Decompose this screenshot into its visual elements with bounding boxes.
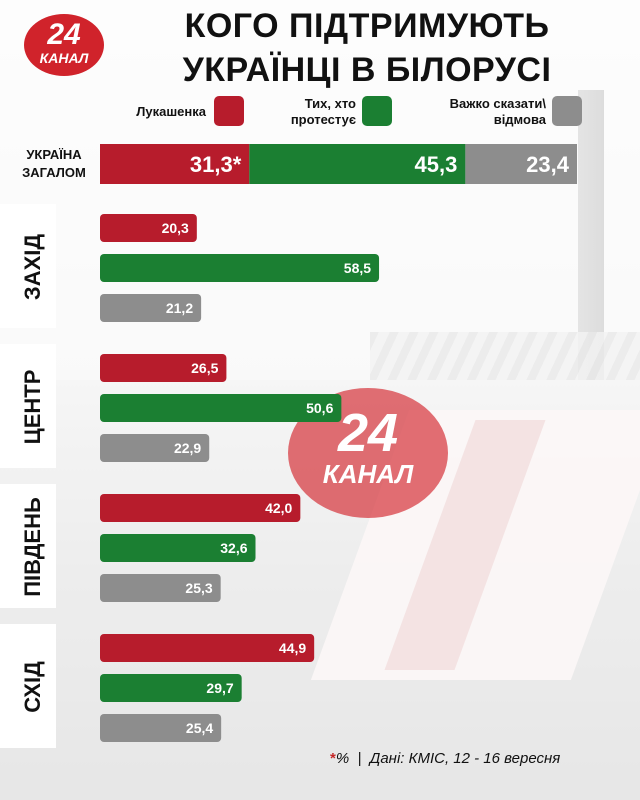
west-lukashenko-label: 20,3: [162, 220, 189, 236]
chart-title: КОГО ПІДТРИМУЮТЬ УКРАЇНЦІ В БІЛОРУСІ: [132, 4, 602, 92]
legend-swatch-lukashenko: [214, 96, 244, 126]
logo-number: 24: [47, 18, 81, 51]
west-protesters-label: 58,5: [344, 260, 371, 276]
west-undecided-bar: [100, 294, 202, 322]
south-lukashenko-bar: [100, 494, 301, 522]
center-lukashenko-bar: [100, 354, 227, 382]
east-lukashenko-label: 44,9: [279, 640, 306, 656]
total-undecided-bar: [465, 144, 577, 184]
total-undecided-label: 23,4: [526, 152, 570, 177]
watermark-number: 24: [337, 403, 399, 463]
south-lukashenko-label: 42,0: [265, 500, 292, 516]
footnote-star: *: [330, 750, 336, 767]
south-protesters-bar: [100, 534, 256, 562]
legend-label-protesters: Тих, хто протестує: [290, 96, 356, 127]
source-note: *% | Дані: КМІС, 12 - 16 вересня: [330, 750, 560, 767]
region-band-center: [0, 344, 56, 468]
west-lukashenko-bar: [100, 214, 197, 242]
legend-swatch-undecided: [552, 96, 582, 126]
total-lukashenko-bar: [100, 144, 250, 184]
south-protesters-label: 32,6: [220, 540, 247, 556]
logo-text: КАНАЛ: [39, 50, 89, 66]
chart-title-line1: КОГО ПІДТРИМУЮТЬ: [184, 7, 550, 45]
west-undecided-label: 21,2: [166, 300, 193, 316]
center-protesters-bar: [100, 394, 342, 422]
south-undecided-label: 25,3: [185, 580, 212, 596]
channel-logo: 24 КАНАЛ: [24, 14, 104, 76]
center-undecided-label: 22,9: [174, 440, 201, 456]
legend-label-lukashenko: Лукашенка: [136, 104, 206, 119]
west-protesters-bar: [100, 254, 380, 282]
east-undecided-bar: [100, 714, 222, 742]
channel-watermark: 24 КАНАЛ: [288, 388, 448, 518]
south-undecided-bar: [100, 574, 221, 602]
watermark-text: КАНАЛ: [322, 459, 414, 489]
legend-swatch-protesters: [362, 96, 392, 126]
chart-title-line2: УКРАЇНЦІ В БІЛОРУСІ: [182, 51, 552, 89]
total-row-label: УКРАЇНА ЗАГАЛОМ: [22, 147, 86, 180]
center-protesters-label: 50,6: [306, 400, 333, 416]
east-protesters-bar: [100, 674, 242, 702]
footnote-source: Дані: КМІС, 12 - 16 вересня: [369, 750, 561, 767]
east-lukashenko-bar: [100, 634, 315, 662]
east-protesters-label: 29,7: [206, 680, 233, 696]
region-band-south: [0, 484, 56, 608]
total-lukashenko-label: 31,3*: [190, 152, 242, 177]
total-protesters-bar: [249, 144, 466, 184]
region-band-east: [0, 624, 56, 748]
total-protesters-label: 45,3: [415, 152, 458, 177]
center-undecided-bar: [100, 434, 210, 462]
east-undecided-label: 25,4: [186, 720, 213, 736]
footnote-unit: %: [335, 750, 350, 767]
footnote-separator: |: [357, 750, 362, 767]
region-band-west: [0, 204, 56, 328]
legend-label-undecided: Важко сказати\ відмова: [449, 96, 546, 127]
center-lukashenko-label: 26,5: [191, 360, 218, 376]
